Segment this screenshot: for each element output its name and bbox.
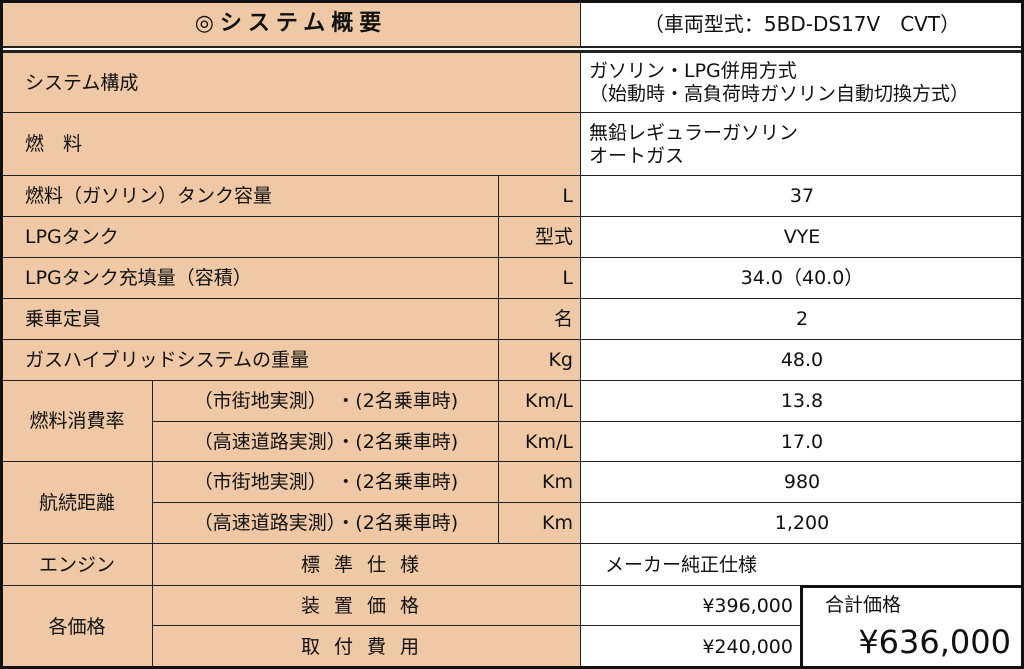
row-value: 2 — [580, 298, 1024, 341]
row-unit: Kg — [498, 339, 582, 382]
row-label: LPGタンク充填量（容積） — [0, 257, 500, 300]
row-value: 34.0（40.0） — [580, 257, 1024, 300]
row-label: （高速道路実測）・(2名乗車時) — [152, 421, 500, 464]
row-value: 1,200 — [580, 502, 1024, 545]
total-value: ¥636,000 — [858, 622, 1011, 661]
row-unit: 名 — [498, 298, 582, 341]
group-label: エンジン — [0, 543, 154, 587]
price-value: ¥240,000 — [580, 625, 802, 669]
price-value: ¥396,000 — [580, 585, 802, 627]
row-label: 標準仕様 — [152, 543, 582, 587]
row-value: ガソリン・LPG併用方式 （始動時・高負荷時ガソリン自動切換方式） — [580, 52, 1024, 114]
row-unit: Km — [498, 502, 582, 545]
value-line: ガソリン・LPG併用方式 — [589, 60, 797, 83]
row-unit: L — [498, 257, 582, 300]
row-value: メーカー純正仕様 — [580, 543, 1024, 587]
total-price-box: 合計価格 ¥636,000 — [800, 585, 1024, 669]
total-label: 合計価格 — [825, 594, 902, 616]
row-unit: Km/L — [498, 380, 582, 423]
row-unit: Km/L — [498, 421, 582, 464]
row-label: 燃料（ガソリン）タンク容量 — [0, 175, 500, 218]
group-label: 各価格 — [0, 585, 154, 669]
row-label: システム構成 — [0, 52, 582, 114]
group-label: 燃料消費率 — [0, 380, 154, 463]
row-value: VYE — [580, 216, 1024, 259]
row-label: 乗車定員 — [0, 298, 500, 341]
row-unit: 型式 — [498, 216, 582, 259]
row-value: 980 — [580, 461, 1024, 504]
row-label: 取付費用 — [152, 625, 582, 669]
row-value: 48.0 — [580, 339, 1024, 382]
row-value: 17.0 — [580, 421, 1024, 464]
row-value: 無鉛レギュラーガソリン オートガス — [580, 112, 1024, 177]
row-label: （高速道路実測）・(2名乗車時) — [152, 502, 500, 545]
vehicle-model: （車両型式：5BD-DS17V CVT） — [580, 0, 1024, 48]
row-label: 装置価格 — [152, 585, 582, 627]
row-label: （市街地実測） ・(2名乗車時) — [152, 461, 500, 504]
value-line: 無鉛レギュラーガソリン — [589, 121, 799, 144]
row-label: （市街地実測） ・(2名乗車時) — [152, 380, 500, 423]
row-unit: L — [498, 175, 582, 218]
value-line: （始動時・高負荷時ガソリン自動切換方式） — [589, 83, 970, 105]
header-divider — [0, 46, 1024, 52]
row-value: 37 — [580, 175, 1024, 218]
page-title: ◎システム概要 — [0, 0, 582, 48]
row-value: 13.8 — [580, 380, 1024, 423]
row-label: ガスハイブリッドシステムの重量 — [0, 339, 500, 382]
value-line: オートガス — [589, 144, 685, 167]
row-label: LPGタンク — [0, 216, 500, 259]
group-label: 航続距離 — [0, 461, 154, 545]
row-label: 燃 料 — [0, 112, 582, 177]
row-unit: Km — [498, 461, 582, 504]
